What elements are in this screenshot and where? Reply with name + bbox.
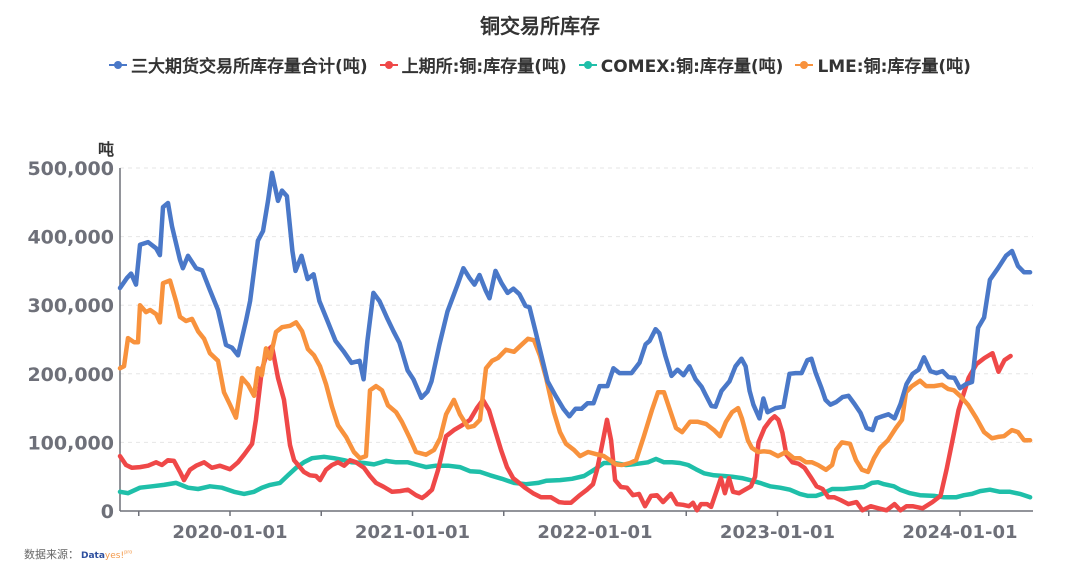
series-line	[117, 278, 1033, 475]
y-axis-unit: 吨	[98, 140, 115, 159]
gridlines	[120, 167, 1033, 443]
x-tick-label: 2023-01-01	[720, 522, 835, 543]
y-tick-label: 100,000	[27, 432, 114, 454]
x-tick-label: 2024-01-01	[902, 522, 1017, 543]
y-tick-label: 500,000	[27, 158, 114, 180]
legend-item-total[interactable]: 三大期货交易所库存量合计(吨)	[109, 52, 368, 77]
y-tick-label: 200,000	[27, 364, 114, 386]
legend-item-comex[interactable]: COMEX:铜:库存量(吨)	[578, 52, 784, 77]
line-marker-icon	[109, 60, 128, 70]
legend-label: 三大期货交易所库存量合计(吨)	[131, 57, 368, 77]
y-tick-label: 300,000	[27, 295, 114, 317]
data-source: 数据来源： Datayes!pro	[24, 546, 132, 562]
y-axis: 0 100,000 200,000 300,000 400,000 500,000	[27, 158, 121, 523]
legend-label: COMEX:铜:库存量(吨)	[600, 57, 784, 77]
source-label: 数据来源：	[24, 548, 79, 561]
legend-label: 上期所:铜:库存量(吨)	[401, 57, 567, 77]
y-tick-label: 0	[101, 501, 114, 523]
series-line	[117, 344, 1013, 513]
y-tick-label: 400,000	[27, 227, 114, 249]
line-marker-icon	[379, 60, 398, 70]
x-tick-label: 2021-01-01	[355, 522, 470, 543]
chart-legend: 三大期货交易所库存量合计(吨) 上期所:铜:库存量(吨) COMEX:铜:库存量…	[0, 52, 1080, 77]
x-axis: 2020-01-01 2021-01-01 2022-01-01 2023-01-01…	[120, 510, 1033, 543]
line-marker-icon	[578, 60, 597, 70]
datayes-logo: Datayes!pro	[81, 548, 133, 561]
series-line	[117, 454, 1033, 500]
x-tick-label: 2020-01-01	[172, 522, 287, 543]
legend-label: LME:铜:库存量(吨)	[817, 57, 971, 77]
legend-item-shfe[interactable]: 上期所:铜:库存量(吨)	[379, 52, 567, 77]
series-lines	[117, 170, 1033, 513]
chart-title: 铜交易所库存	[480, 14, 600, 38]
series-line	[117, 170, 1033, 433]
legend-item-lme[interactable]: LME:铜:库存量(吨)	[795, 52, 971, 77]
x-tick-label: 2022-01-01	[537, 522, 652, 543]
line-marker-icon	[795, 60, 814, 70]
